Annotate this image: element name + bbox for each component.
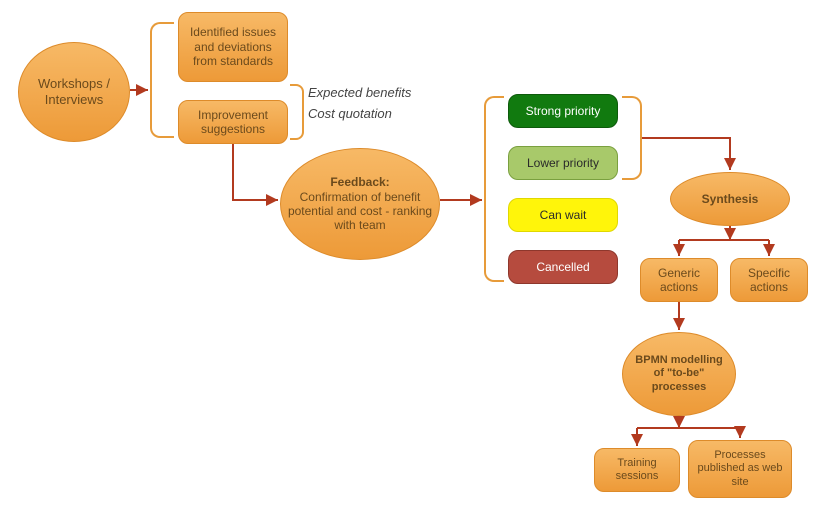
node-cancelled: Cancelled [508,250,618,284]
node-lower-priority: Lower priority [508,146,618,180]
node-bpmn-label: BPMN modelling of "to-be" processes [629,354,729,394]
annotation-expected-benefits: Expected benefits [308,85,411,100]
node-feedback-label-bold: Feedback: [330,175,389,189]
node-generic-actions: Generic actions [640,258,718,302]
node-processes-label: Processes published as web site [695,449,785,489]
node-improvement-label: Improvement suggestions [185,108,281,137]
node-lower-label: Lower priority [527,156,599,170]
annotation-expected-text: Expected benefits [308,85,411,100]
bracket-annotations [290,84,304,140]
node-processes: Processes published as web site [688,440,792,498]
bracket-feedback-out [484,96,504,282]
node-bpmn: BPMN modelling of "to-be" processes [622,332,736,416]
node-workshops-label: Workshops / Interviews [25,76,123,107]
node-synthesis: Synthesis [670,172,790,226]
node-training: Training sessions [594,448,680,492]
annotation-cost-text: Cost quotation [308,106,392,121]
node-feedback-label: Feedback: Confirmation of benefit potent… [287,175,433,233]
node-synthesis-label: Synthesis [702,192,759,206]
node-feedback: Feedback: Confirmation of benefit potent… [280,148,440,260]
node-improvement: Improvement suggestions [178,100,288,144]
node-generic-label: Generic actions [647,266,711,295]
bracket-workshops-out [150,22,174,138]
node-feedback-label-rest: Confirmation of benefit potential and co… [288,190,432,233]
node-issues-label: Identified issues and deviations from st… [185,25,281,68]
annotation-cost-quotation: Cost quotation [308,106,392,121]
node-strong-label: Strong priority [526,104,601,118]
node-specific-label: Specific actions [737,266,801,295]
node-workshops: Workshops / Interviews [18,42,130,142]
diagram-canvas: Workshops / Interviews Identified issues… [0,0,820,507]
node-cancelled-label: Cancelled [536,260,589,274]
node-training-label: Training sessions [601,457,673,483]
node-issues: Identified issues and deviations from st… [178,12,288,82]
node-can-wait: Can wait [508,198,618,232]
node-canwait-label: Can wait [540,208,587,222]
bracket-priorities-out [622,96,642,180]
node-strong-priority: Strong priority [508,94,618,128]
node-specific-actions: Specific actions [730,258,808,302]
